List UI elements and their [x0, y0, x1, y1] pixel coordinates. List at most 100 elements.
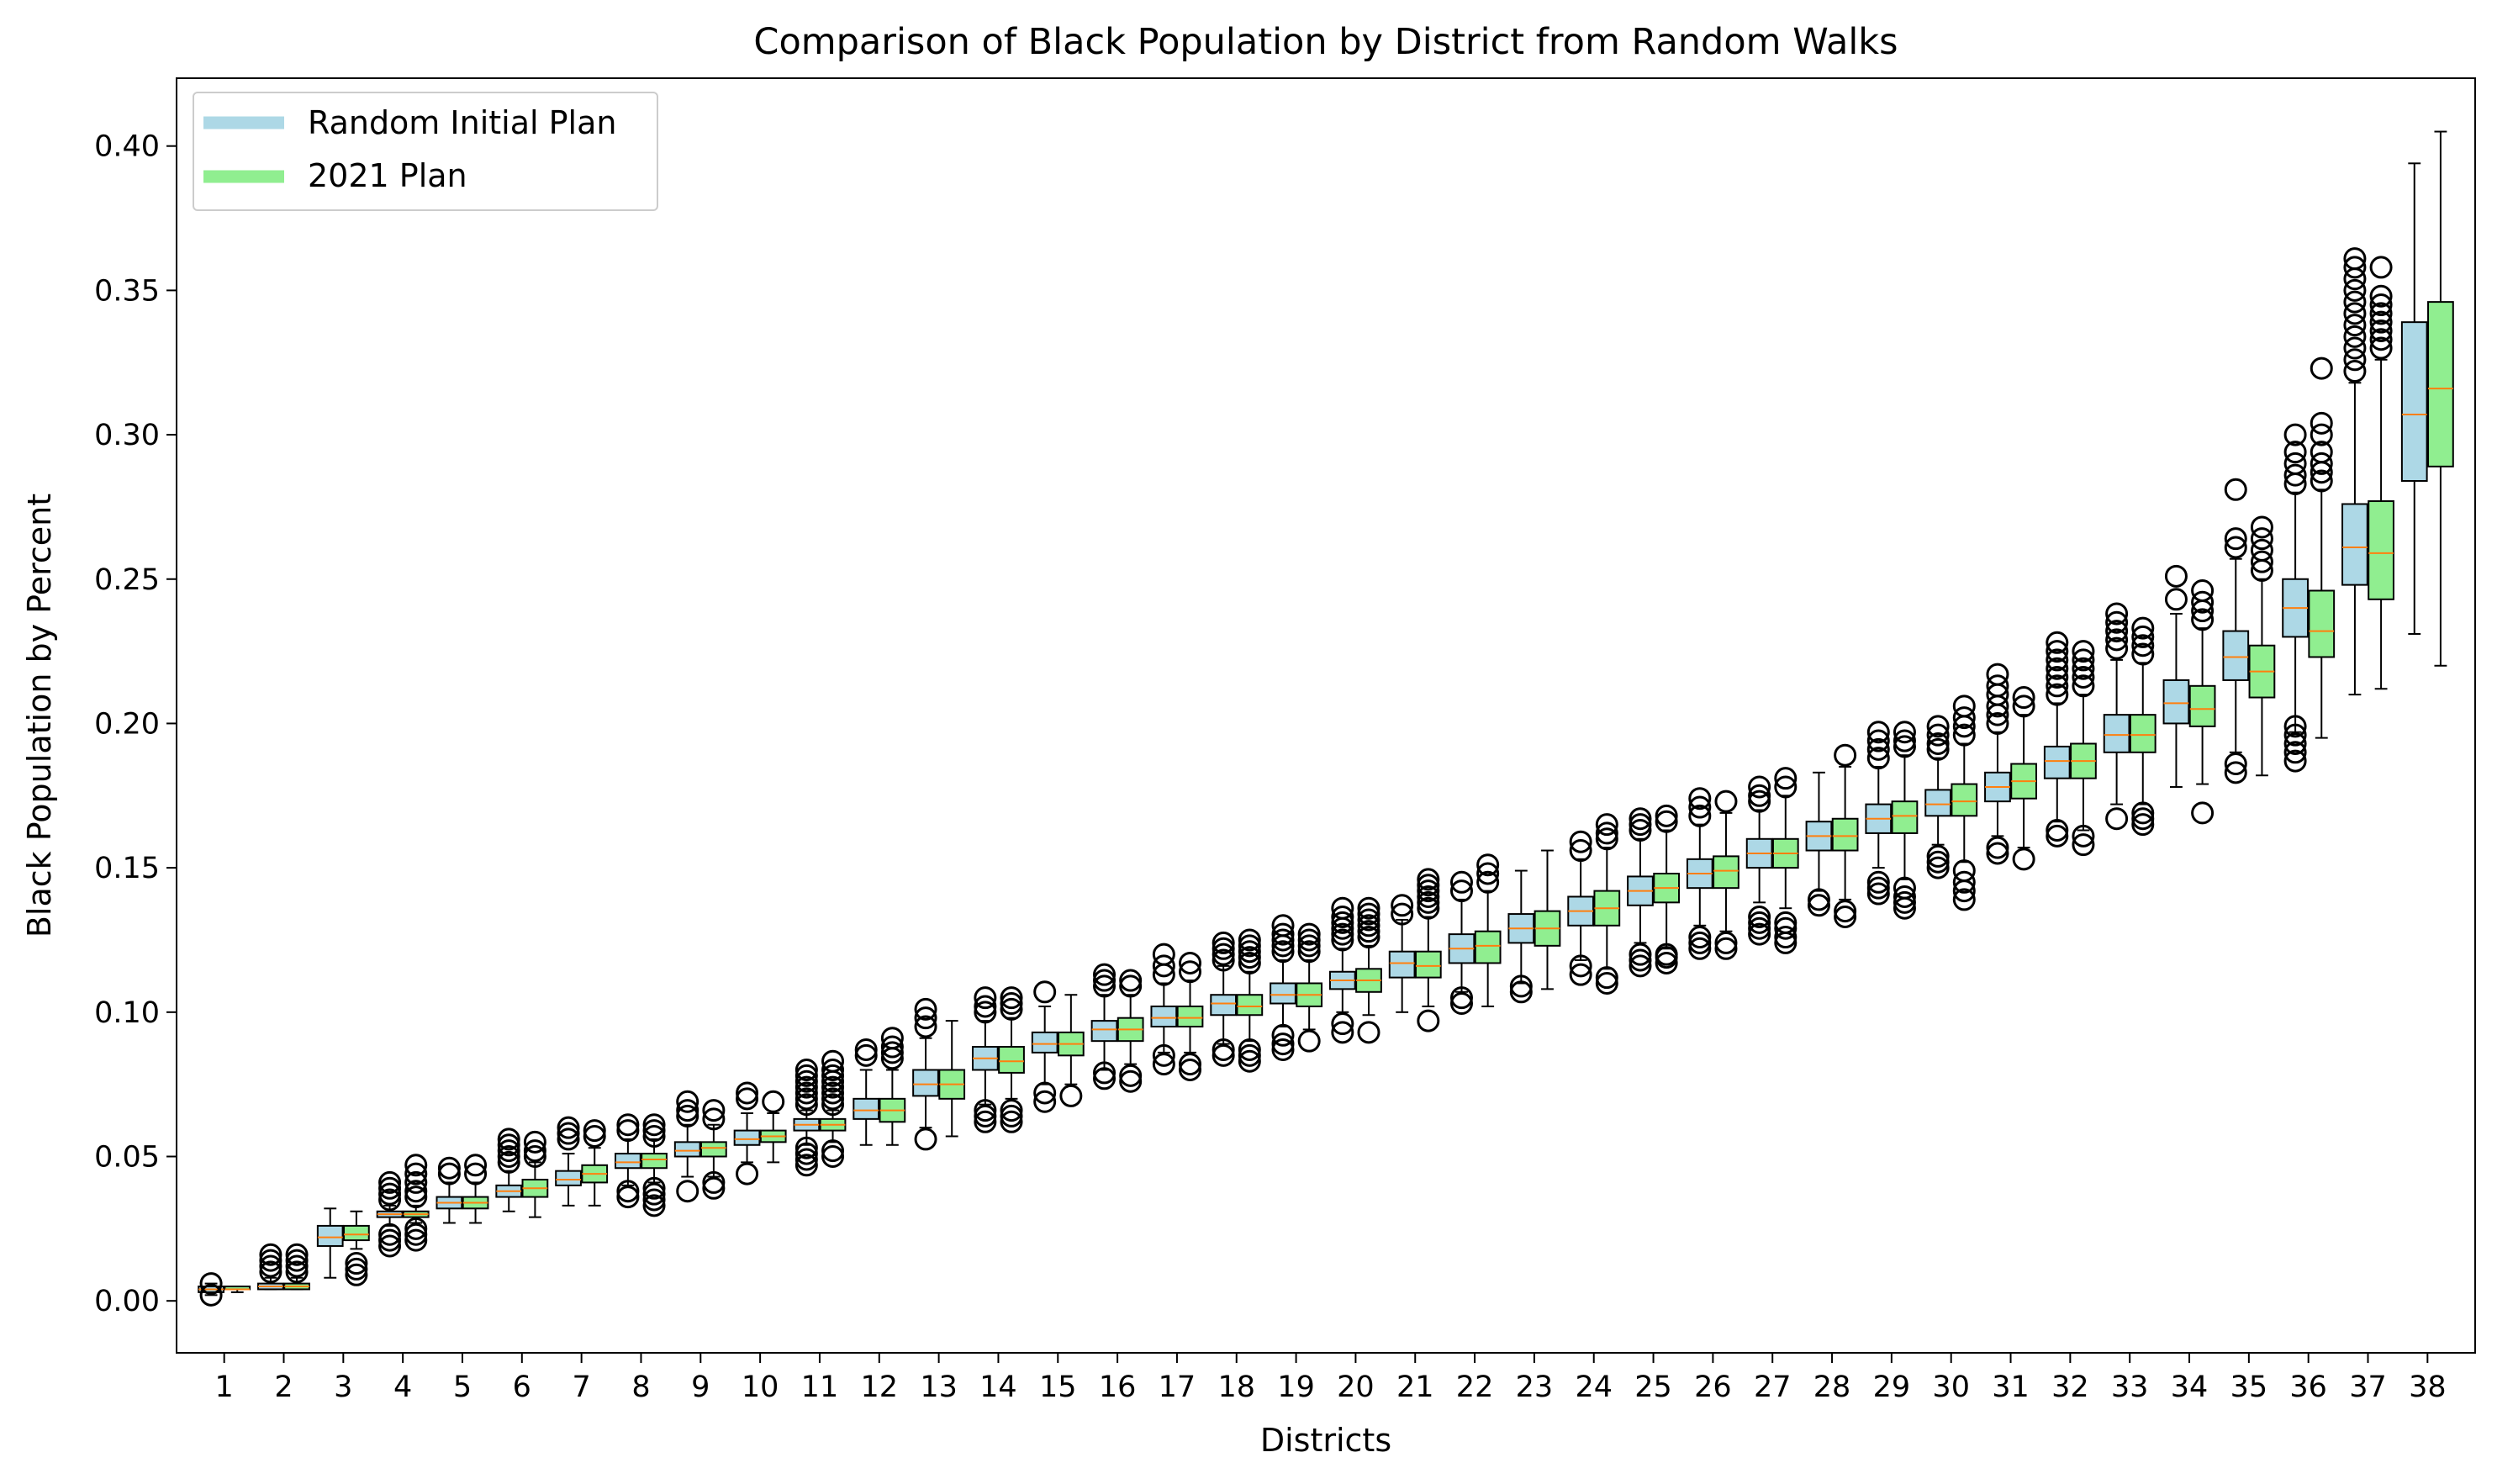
- outlier-point: [1331, 896, 1354, 920]
- outlier-point: [437, 1162, 461, 1186]
- outlier-point: [2164, 588, 2188, 611]
- outlier-point: [1238, 951, 1261, 974]
- x-tick-label: 35: [2230, 1370, 2268, 1404]
- outlier-point: [1834, 906, 1857, 929]
- outlier-point: [676, 1104, 699, 1128]
- outlier-point: [2343, 360, 2367, 383]
- box-random-initial-plan-district-11: [793, 1058, 821, 1177]
- outlier-point: [1000, 1110, 1023, 1133]
- outlier-point: [1033, 1090, 1057, 1113]
- box-iqr: [2043, 745, 2071, 779]
- outlier-point: [199, 1283, 223, 1307]
- outlier-point: [1748, 922, 1771, 946]
- outlier-point: [1119, 974, 1143, 998]
- outlier-point: [497, 1150, 520, 1174]
- box-iqr: [1414, 950, 1442, 979]
- outlier-point: [1212, 948, 1235, 972]
- outlier-point: [676, 1099, 699, 1122]
- outlier-point: [1331, 1021, 1354, 1044]
- legend: Random Initial Plan 2021 Plan: [193, 92, 658, 211]
- y-tick-label: 0.40: [94, 130, 160, 164]
- outlier-point: [2224, 536, 2247, 559]
- outlier-point: [1059, 1084, 1083, 1107]
- outlier-point: [378, 1188, 402, 1212]
- outlier-point: [497, 1139, 520, 1163]
- outlier-point: [1357, 926, 1380, 949]
- outlier-point: [1952, 723, 1976, 747]
- outlier-point: [1748, 784, 1771, 807]
- outlier-point: [736, 1087, 759, 1111]
- outlier-point: [1331, 1012, 1354, 1036]
- outlier-point: [2310, 423, 2333, 446]
- box-2021-plan-district-37: [2368, 256, 2394, 690]
- outlier-point: [1926, 737, 1950, 761]
- outlier-point: [1866, 876, 1890, 900]
- outlier-point: [2343, 325, 2367, 348]
- x-tick-label: 13: [920, 1370, 958, 1404]
- x-tick-label: 25: [1634, 1370, 1672, 1404]
- x-tick-label: 38: [2409, 1370, 2447, 1404]
- outlier-point: [1866, 882, 1890, 906]
- box-2021-plan-district-32: [2070, 640, 2097, 857]
- box-2021-plan-district-25: [1653, 804, 1681, 974]
- outlier-point: [1417, 896, 1440, 920]
- outlier-point: [794, 1075, 818, 1099]
- outlier-point: [974, 1001, 997, 1024]
- outlier-point: [1569, 954, 1592, 978]
- outlier-point: [1986, 711, 2009, 735]
- x-tick-label: 24: [1575, 1370, 1613, 1404]
- outlier-point: [2224, 753, 2247, 776]
- box-random-initial-plan-district-24: [1567, 830, 1595, 986]
- box-iqr: [2188, 684, 2216, 727]
- outlier-point: [285, 1243, 309, 1266]
- box-random-initial-plan-district-16: [1090, 963, 1118, 1091]
- outlier-point: [404, 1162, 428, 1186]
- box-2021-plan-district-18: [1236, 928, 1264, 1073]
- y-tick-label: 0.35: [94, 274, 160, 308]
- outlier-point: [1119, 1069, 1143, 1093]
- outlier-point: [616, 1113, 640, 1137]
- box-iqr: [1176, 1005, 1204, 1027]
- x-tick-label: 16: [1099, 1370, 1137, 1404]
- outlier-point: [378, 1170, 402, 1194]
- outlier-point: [2072, 657, 2095, 680]
- box-random-initial-plan-district-2: [257, 1243, 284, 1291]
- box-2021-plan-district-8: [641, 1113, 668, 1217]
- box-random-initial-plan-district-20: [1328, 896, 1356, 1044]
- box-2021-plan-district-1: [224, 1286, 251, 1293]
- box-iqr: [2129, 714, 2156, 753]
- outlier-point: [464, 1162, 488, 1186]
- outlier-point: [1271, 914, 1295, 937]
- outlier-point: [2131, 642, 2155, 666]
- x-tick-label: 29: [1873, 1370, 1911, 1404]
- x-tick-label: 3: [334, 1370, 352, 1404]
- outlier-point: [1748, 906, 1771, 929]
- outlier-point: [1509, 974, 1533, 998]
- box-iqr: [2427, 301, 2454, 467]
- box-iqr: [2103, 714, 2130, 753]
- outlier-point: [1774, 775, 1798, 799]
- outlier-point: [1093, 1061, 1117, 1085]
- outlier-point: [404, 1223, 428, 1246]
- outlier-point: [821, 1145, 845, 1169]
- box-2021-plan-district-11: [819, 1049, 847, 1169]
- box-random-initial-plan-district-37: [2341, 247, 2368, 696]
- y-tick-label: 0.25: [94, 563, 160, 597]
- box-iqr: [1924, 789, 1951, 817]
- outlier-point: [1834, 900, 1857, 923]
- outlier-point: [1986, 663, 2009, 686]
- outlier-point: [1476, 870, 1500, 894]
- x-tick-label: 33: [2111, 1370, 2149, 1404]
- outlier-point: [497, 1128, 520, 1151]
- outlier-point: [2343, 348, 2367, 372]
- outlier-point: [2310, 441, 2333, 464]
- box-iqr: [1713, 855, 1739, 890]
- outlier-point: [2072, 640, 2095, 663]
- outlier-point: [1238, 946, 1261, 969]
- outlier-point: [1212, 937, 1235, 960]
- outlier-point: [676, 1090, 699, 1113]
- x-tick-label: 21: [1396, 1370, 1434, 1404]
- legend-label-2021-plan: 2021 Plan: [308, 157, 467, 194]
- outlier-point: [1774, 767, 1798, 790]
- outlier-point: [2105, 602, 2129, 626]
